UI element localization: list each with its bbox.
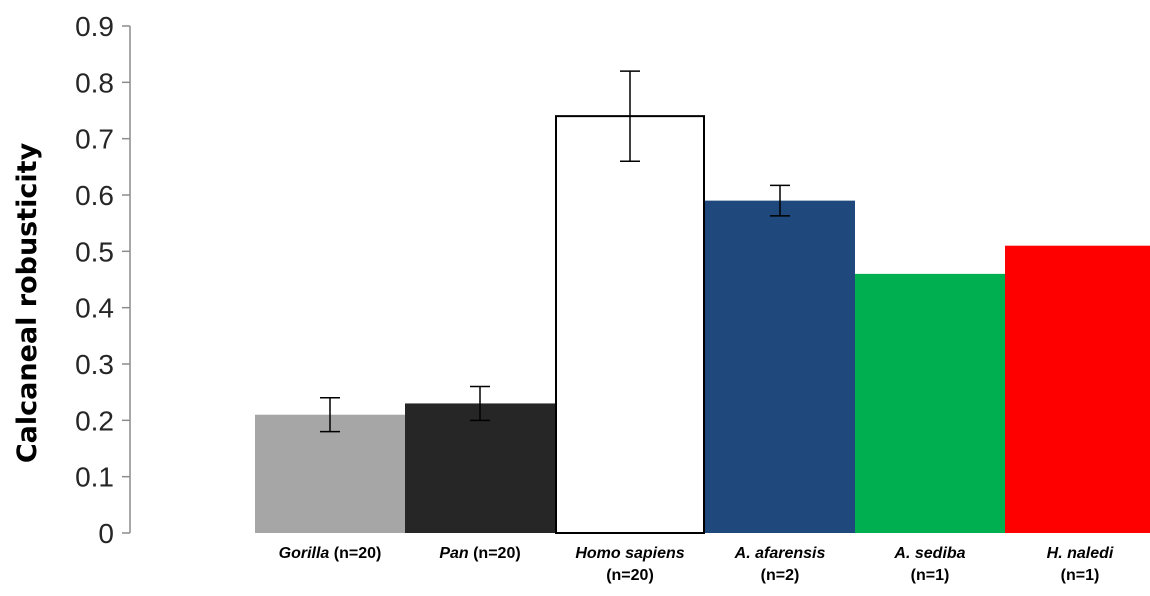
bar — [555, 115, 705, 534]
bar — [1005, 245, 1150, 533]
y-tick-label: 0.5 — [75, 236, 114, 267]
y-tick-label: 0.1 — [75, 462, 114, 493]
error-bar — [320, 397, 340, 433]
x-tick-label: Homo sapiens (n=20) — [575, 545, 684, 584]
y-tick-label: 0.4 — [75, 293, 114, 324]
y-axis-label: Calcaneal robusticity — [12, 142, 43, 463]
y-tick-label: 0.9 — [75, 11, 114, 42]
bar — [705, 200, 855, 533]
error-bar — [770, 184, 790, 217]
x-tick-label: H. naledi (n=1) — [1047, 545, 1114, 584]
x-axis-labels: Gorilla (n=20) Pan (n=20) Homo sapiens (n=2… — [279, 545, 1114, 584]
y-tick-label: 0.7 — [75, 124, 114, 155]
x-tick-label: Pan (n=20) — [439, 545, 520, 562]
y-tick-label: 0.6 — [75, 180, 114, 211]
y-tick-label: 0.8 — [75, 67, 114, 98]
x-tick-label: A. sediba (n=1) — [893, 545, 965, 584]
x-tick-label: A. afarensis (n=2) — [734, 545, 826, 584]
bars — [255, 115, 1150, 534]
error-bar — [470, 385, 490, 422]
error-bar — [620, 70, 640, 162]
bar — [255, 414, 405, 533]
y-tick-label: 0.3 — [75, 349, 114, 380]
error-bars — [320, 70, 790, 433]
y-tick-label: 0 — [98, 518, 114, 549]
bar — [405, 403, 555, 533]
bar — [855, 273, 1005, 533]
y-tick-label: 0.2 — [75, 405, 114, 436]
x-tick-label: Gorilla (n=20) — [279, 545, 382, 562]
y-axis: 0 0.1 0.2 0.3 0.4 0.5 0.6 0.7 0.8 0.9 — [75, 11, 131, 549]
